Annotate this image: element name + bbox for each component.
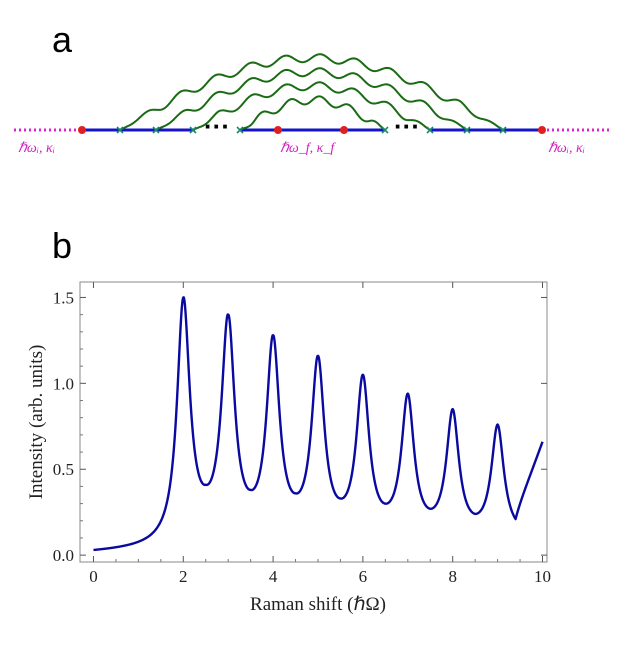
x-tick-label: 2 [179,567,188,586]
vertex-right [538,126,546,134]
x-tick-label: 0 [89,567,98,586]
x-tick-label: 8 [448,567,457,586]
phonon-vertex-cross [463,126,471,134]
y-axis-ticks: 0.0 0.5 1.0 1.5 [53,288,547,565]
phonon-vertex-cross [381,126,389,134]
phonon-vertex-cross [236,126,244,134]
label-intermediate: ℏω_f, κ_f [280,141,336,156]
phonon-vertex-cross [116,126,124,134]
vertex-left [78,126,86,134]
phonon-vertex-cross [189,126,197,134]
vertex-middle-right [340,126,348,134]
y-tick-label: 0.5 [53,460,74,479]
label-incoming: ℏωᵢ, κᵢ [18,141,55,156]
y-tick-label: 0.0 [53,546,74,565]
panel-b-label: b [52,225,73,266]
x-axis-ticks: 0 2 4 6 8 10 [89,282,551,586]
phonon-arc [239,95,386,131]
phonon-vertex-cross [499,126,507,134]
phonon-arc [155,67,468,131]
y-axis-label: Intensity (arb. units) [26,345,47,500]
x-tick-label: 4 [269,567,278,586]
phonon-vertex-cross [152,126,160,134]
x-tick-label: 10 [534,567,551,586]
ellipsis-right: ··· [394,111,420,141]
y-tick-label: 1.5 [53,288,74,307]
label-outgoing: ℏωᵢ, κᵢ [548,141,585,156]
x-tick-label: 6 [359,567,368,586]
x-axis-label: Raman shift (ℏΩ) [250,594,386,615]
plot-frame [79,281,548,563]
vertex-middle-left [274,126,282,134]
phonon-vertex-cross [426,126,434,134]
spectrum-line [92,296,544,552]
phonon-arc [192,81,431,131]
feynman-diagram: ··· ··· ℏωᵢ, κᵢ ℏω_f, κ_f ℏωᵢ, κᵢ [14,53,612,156]
phonon-arc [119,53,504,131]
phonon-vertices [116,126,507,134]
y-tick-label: 1.0 [53,374,74,393]
panel-a-label: a [52,19,73,60]
phonon-arcs [119,53,504,131]
ellipsis-left: ··· [204,111,230,141]
